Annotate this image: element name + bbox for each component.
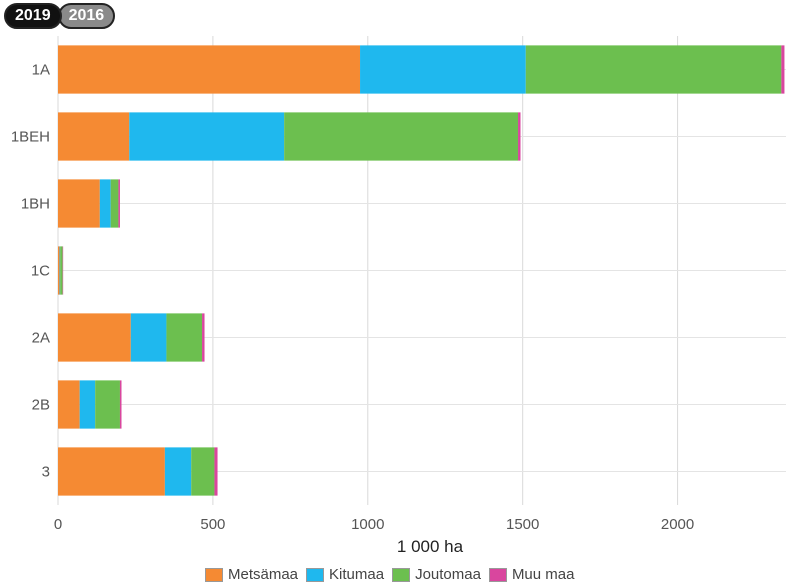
y-tick-label: 3 xyxy=(42,464,50,481)
legend-item[interactable]: Metsämaa xyxy=(205,566,298,583)
year-toggle: 2019 2016 xyxy=(4,3,116,29)
x-tick-label: 0 xyxy=(54,516,62,533)
bar-1beh-3[interactable] xyxy=(518,112,521,161)
bar-1bh-2[interactable] xyxy=(110,179,119,228)
bar-2a-3[interactable] xyxy=(202,313,205,362)
y-tick-label: 1A xyxy=(32,62,50,79)
y-tick-label: 1C xyxy=(31,263,50,280)
bar-1beh-1[interactable] xyxy=(129,112,285,161)
bar-3-3[interactable] xyxy=(214,447,218,496)
bar-1c-3[interactable] xyxy=(62,246,64,295)
bar-2b-3[interactable] xyxy=(119,380,122,429)
bar-2b-1[interactable] xyxy=(79,380,96,429)
bar-1beh-0[interactable] xyxy=(58,112,130,161)
bar-3-1[interactable] xyxy=(164,447,192,496)
legend: Metsämaa Kitumaa Joutomaa Muu maa xyxy=(205,566,582,583)
legend-item[interactable]: Joutomaa xyxy=(392,566,481,583)
legend-swatch xyxy=(205,567,223,582)
bar-1c-0[interactable] xyxy=(58,246,60,295)
x-tick-label: 2000 xyxy=(661,516,694,533)
bar-3-2[interactable] xyxy=(191,447,215,496)
year-2019-button[interactable]: 2019 xyxy=(4,3,62,29)
bar-2a-0[interactable] xyxy=(58,313,131,362)
legend-swatch xyxy=(306,567,325,582)
x-axis-title: 1 000 ha xyxy=(397,537,464,556)
x-tick-label: 500 xyxy=(200,516,225,533)
y-tick-label: 1BEH xyxy=(11,129,50,146)
legend-swatch xyxy=(392,567,411,582)
bar-2a-1[interactable] xyxy=(130,313,167,362)
legend-label: Metsämaa xyxy=(228,566,299,583)
legend-label: Kitumaa xyxy=(329,566,385,583)
bar-2a-2[interactable] xyxy=(166,313,203,362)
bar-1a-3[interactable] xyxy=(781,45,785,94)
x-tick-label: 1500 xyxy=(506,516,539,533)
bar-1a-1[interactable] xyxy=(360,45,526,94)
bar-1bh-3[interactable] xyxy=(118,179,120,228)
legend-label: Joutomaa xyxy=(415,566,481,583)
legend-swatch xyxy=(488,567,507,582)
y-tick-label: 1BH xyxy=(21,196,50,213)
bar-1beh-2[interactable] xyxy=(284,112,519,161)
bar-1bh-0[interactable] xyxy=(58,179,100,228)
legend-label: Muu maa xyxy=(511,566,575,583)
bar-1c-2[interactable] xyxy=(60,246,63,295)
y-tick-label: 2B xyxy=(32,397,50,414)
x-tick-label: 1000 xyxy=(351,516,384,533)
bar-3-0[interactable] xyxy=(58,447,165,496)
legend-item[interactable]: Kitumaa xyxy=(306,566,384,583)
bar-1bh-1[interactable] xyxy=(99,179,111,228)
bar-2b-2[interactable] xyxy=(95,380,120,429)
legend-item[interactable]: Muu maa xyxy=(488,566,575,583)
bar-1a-2[interactable] xyxy=(525,45,782,94)
bar-1c-1[interactable] xyxy=(59,246,61,295)
bar-2b-0[interactable] xyxy=(58,380,80,429)
bar-1a-0[interactable] xyxy=(58,45,361,94)
y-tick-label: 2A xyxy=(32,330,50,347)
